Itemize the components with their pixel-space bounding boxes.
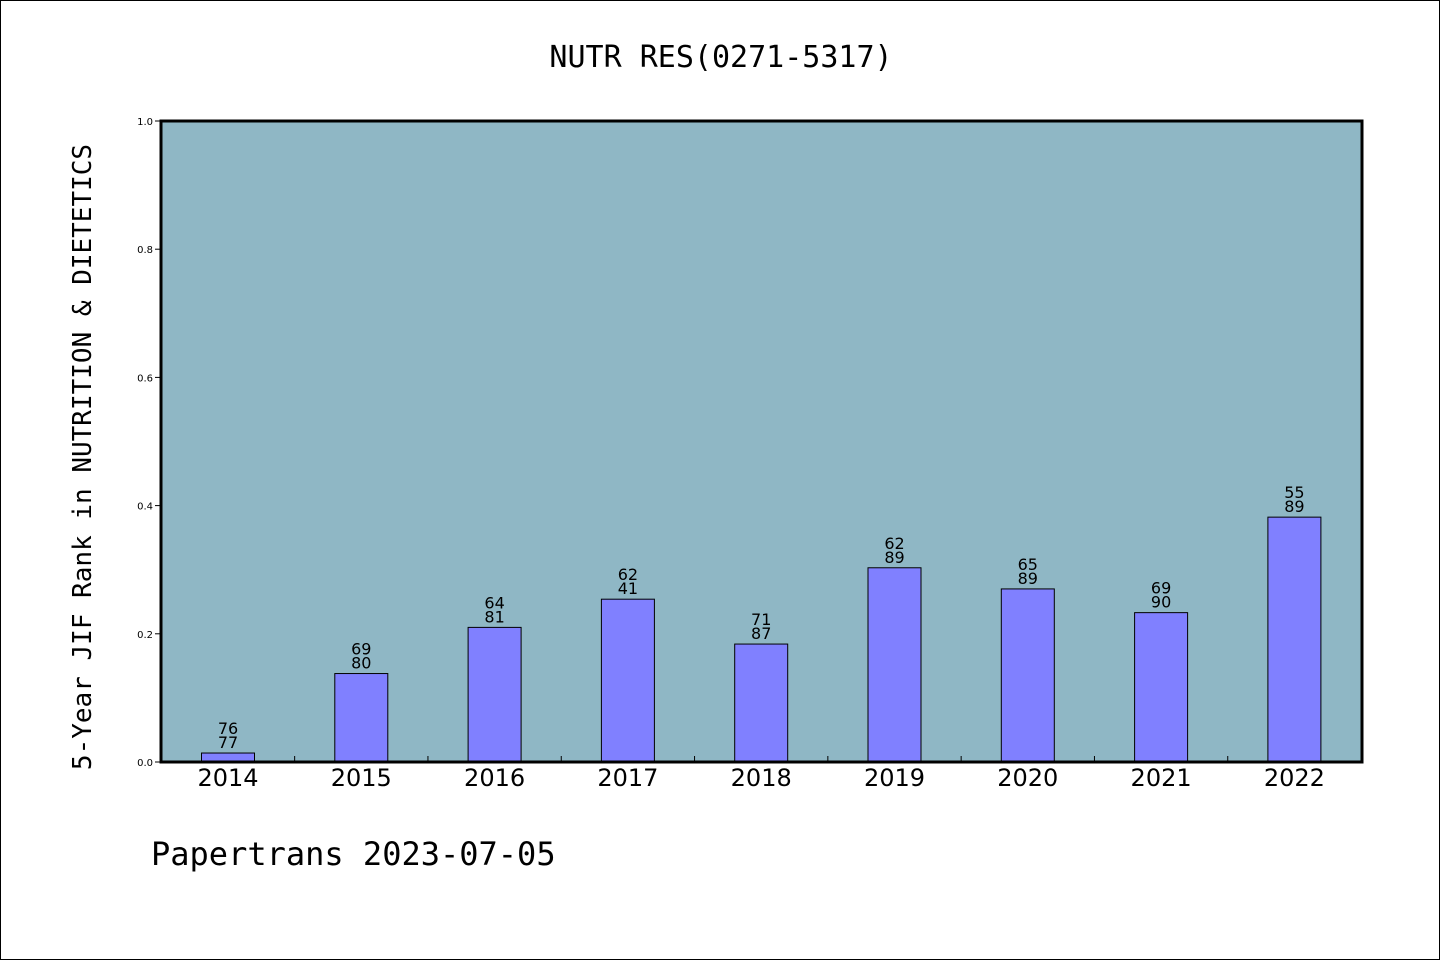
bar-label-2016-top: 64 xyxy=(484,593,504,612)
y-tick-label: 0.2 xyxy=(137,630,153,641)
bar-2021 xyxy=(1134,612,1189,763)
x-tick-label-2022: 2022 xyxy=(1264,764,1325,792)
x-tick-label-2014: 2014 xyxy=(197,764,258,792)
y-tick-label: 1.0 xyxy=(137,117,153,128)
bar-label-2016-bottom: 81 xyxy=(484,607,504,626)
y-axis-ticks: 0.0 0.2 0.4 0.6 0.8 1.0 xyxy=(137,117,161,769)
bar-2020 xyxy=(1000,588,1055,763)
y-tick-label: 0.8 xyxy=(137,245,153,256)
x-tick-label-2019: 2019 xyxy=(864,764,925,792)
bar-label-2022-bottom: 89 xyxy=(1284,497,1304,516)
bar-label-2019-top: 62 xyxy=(884,534,904,553)
bar-2022 xyxy=(1267,516,1322,763)
bar-label-2019-bottom: 89 xyxy=(884,548,904,567)
x-tick-label-2020: 2020 xyxy=(997,764,1058,792)
bar-label-2017-bottom: 41 xyxy=(618,579,638,598)
bar-label-2021-bottom: 90 xyxy=(1151,593,1171,612)
x-tick-label-2017: 2017 xyxy=(597,764,658,792)
bar-label-2018-top: 71 xyxy=(751,610,771,629)
chart-title: NUTR RES(0271-5317) xyxy=(549,40,892,75)
bar-label-2020-bottom: 89 xyxy=(1018,569,1038,588)
bar-2017 xyxy=(600,598,655,763)
x-axis-ticks: 2014 2015 2016 2017 2018 2019 2020 2021 2022 xyxy=(197,756,1325,792)
bars-group xyxy=(201,516,1322,763)
plot-border xyxy=(159,119,1364,764)
bar-2015 xyxy=(334,673,389,763)
bar-label-2020-top: 65 xyxy=(1018,555,1038,574)
bar-label-2014-bottom: 77 xyxy=(218,733,238,752)
y-tick-label: 0.6 xyxy=(137,373,153,384)
bar-2016 xyxy=(467,626,522,763)
y-tick-label: 0.4 xyxy=(137,502,153,513)
y-axis-label: 5-Year JIF Rank in NUTRITION & DIETETICS xyxy=(68,144,98,770)
bar-2018 xyxy=(734,643,789,763)
bar-label-2015-top: 69 xyxy=(351,640,371,659)
bar-label-2018-bottom: 87 xyxy=(751,624,771,643)
y-tick-label: 0.0 xyxy=(137,758,153,769)
bar-2019 xyxy=(867,567,922,763)
x-tick-label-2016: 2016 xyxy=(464,764,525,792)
bar-label-2022-top: 55 xyxy=(1284,483,1304,502)
x-tick-label-2015: 2015 xyxy=(331,764,392,792)
bar-label-2021-top: 69 xyxy=(1151,579,1171,598)
footer-credit: Papertrans 2023-07-05 xyxy=(151,835,556,873)
bar-label-2014-top: 76 xyxy=(218,719,238,738)
x-tick-label-2018: 2018 xyxy=(731,764,792,792)
bar-label-2015-bottom: 80 xyxy=(351,654,371,673)
x-tick-label-2021: 2021 xyxy=(1131,764,1192,792)
bar-label-2017-top: 62 xyxy=(618,565,638,584)
